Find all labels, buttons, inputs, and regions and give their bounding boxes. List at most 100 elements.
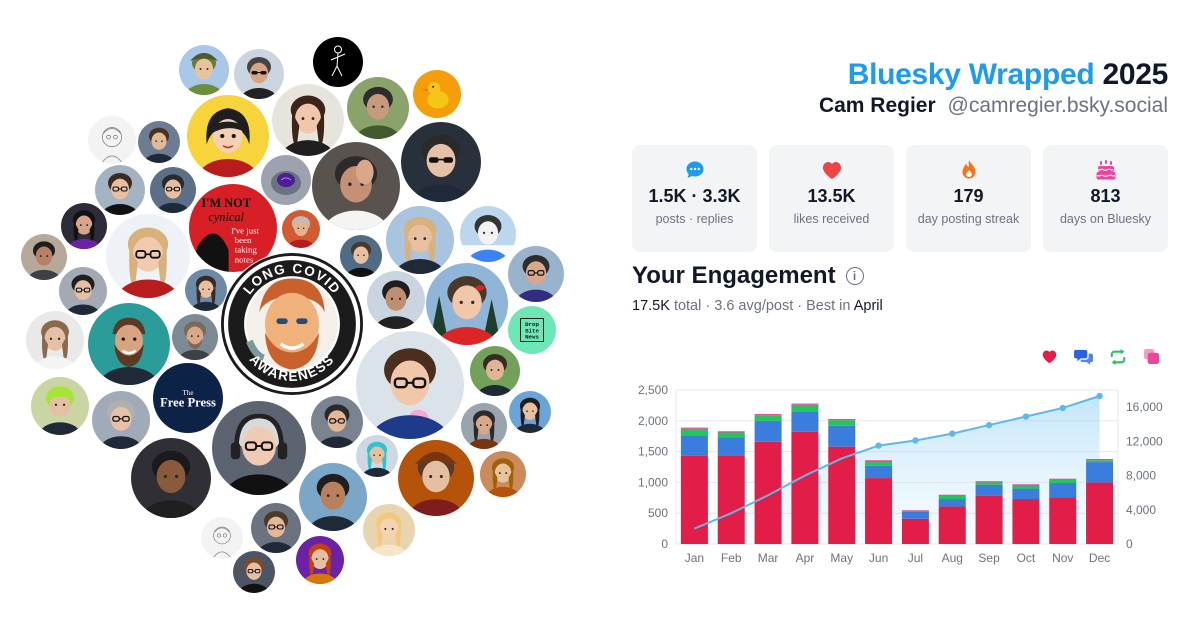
bar-segment bbox=[680, 455, 708, 544]
info-icon[interactable]: i bbox=[845, 267, 864, 285]
avatar[interactable] bbox=[479, 450, 527, 498]
bar-segment bbox=[828, 420, 856, 426]
bar-segment bbox=[1012, 485, 1040, 489]
avatar[interactable]: The Free Press bbox=[152, 362, 224, 434]
cumulative-point bbox=[875, 442, 882, 449]
avatar[interactable] bbox=[385, 205, 455, 275]
bar-segment bbox=[901, 510, 929, 511]
y-right-tick-label: 12,000 bbox=[1126, 434, 1163, 448]
legend-likes[interactable] bbox=[1038, 345, 1061, 368]
avatar[interactable] bbox=[87, 115, 137, 165]
avatar[interactable] bbox=[366, 270, 426, 330]
avatar[interactable] bbox=[211, 400, 307, 496]
stat-value: 179 bbox=[953, 186, 984, 206]
bar-segment bbox=[975, 481, 1003, 483]
avatar[interactable] bbox=[250, 502, 302, 554]
avatar[interactable] bbox=[459, 205, 517, 263]
bar-segment bbox=[975, 482, 1003, 485]
bar-segment bbox=[828, 418, 856, 421]
x-tick-label: Jun bbox=[869, 551, 888, 565]
avatar[interactable]: LONG COVID AWARENESS bbox=[220, 252, 364, 396]
avatar[interactable] bbox=[469, 345, 521, 397]
avatar[interactable] bbox=[397, 439, 475, 517]
x-tick-label: May bbox=[830, 551, 853, 565]
stat-card-days: 813 days on Bluesky bbox=[1043, 145, 1168, 252]
svg-text:I've just: I've just bbox=[231, 225, 259, 235]
legend-reposts[interactable] bbox=[1106, 345, 1129, 368]
bar-segment bbox=[901, 510, 929, 512]
avatar[interactable] bbox=[184, 268, 228, 312]
bar-segment bbox=[754, 420, 782, 442]
avatar[interactable] bbox=[310, 395, 364, 449]
avatar[interactable] bbox=[171, 313, 219, 361]
cumulative-point bbox=[1022, 413, 1030, 420]
cumulative-point bbox=[912, 437, 919, 444]
bar-segment bbox=[938, 506, 966, 544]
svg-text:I'M NOT: I'M NOT bbox=[201, 196, 251, 210]
engagement-summary: 17.5K total · 3.6 avg/post · Best in Apr… bbox=[632, 298, 883, 314]
avatar[interactable] bbox=[130, 437, 212, 519]
svg-text:taking: taking bbox=[235, 245, 258, 255]
stat-label: day posting streak bbox=[917, 212, 1020, 226]
bar-segment bbox=[717, 432, 745, 438]
bar-segment bbox=[901, 518, 929, 544]
avatar[interactable] bbox=[508, 390, 552, 434]
bar-segment bbox=[975, 495, 1003, 544]
y-left-tick-label: 2,000 bbox=[638, 414, 668, 428]
y-left-tick-label: 1,000 bbox=[638, 475, 668, 489]
engagement-average: 3.6 avg/post bbox=[714, 298, 794, 314]
avatar[interactable] bbox=[355, 330, 465, 440]
cumulative-point bbox=[985, 421, 993, 429]
avatar[interactable] bbox=[233, 48, 285, 100]
avatar[interactable] bbox=[311, 141, 401, 231]
avatar[interactable] bbox=[60, 202, 108, 250]
reply-icon bbox=[1074, 349, 1093, 365]
avatar[interactable] bbox=[178, 44, 230, 96]
bar-segment bbox=[680, 435, 708, 456]
avatar[interactable] bbox=[105, 213, 191, 299]
y-left-tick-label: 2,500 bbox=[638, 383, 668, 397]
y-left-tick-label: 1,500 bbox=[638, 445, 668, 459]
x-tick-label: Feb bbox=[721, 551, 742, 565]
avatar[interactable] bbox=[137, 120, 181, 164]
svg-text:Free Press: Free Press bbox=[160, 395, 216, 409]
svg-text:Drop: Drop bbox=[525, 321, 539, 328]
avatar[interactable] bbox=[362, 503, 416, 557]
svg-text:News: News bbox=[525, 334, 539, 341]
bar-segment bbox=[865, 462, 893, 466]
svg-text:cynical: cynical bbox=[208, 210, 244, 224]
brand-title: Bluesky Wrapped bbox=[847, 58, 1095, 91]
avatar[interactable] bbox=[295, 535, 345, 585]
avatar[interactable] bbox=[298, 462, 368, 532]
y-left-tick-label: 0 bbox=[661, 537, 668, 551]
stat-card-posts: 1.5K · 3.3K posts · replies bbox=[632, 145, 757, 252]
avatar[interactable] bbox=[232, 550, 276, 594]
legend-quotes[interactable] bbox=[1140, 345, 1163, 368]
year-title: 2025 bbox=[1102, 58, 1168, 91]
avatar[interactable] bbox=[25, 310, 85, 370]
avatar[interactable] bbox=[281, 209, 321, 249]
avatar[interactable] bbox=[346, 76, 410, 140]
engagement-heading: Your Engagement i bbox=[632, 262, 864, 290]
avatar[interactable] bbox=[412, 69, 462, 119]
avatar[interactable] bbox=[94, 164, 146, 216]
bar-segment bbox=[754, 415, 782, 421]
bar-segment bbox=[1049, 497, 1077, 544]
stat-value: 813 bbox=[1090, 186, 1121, 206]
x-tick-label: Mar bbox=[758, 551, 779, 565]
bar-segment bbox=[1086, 460, 1114, 463]
bar-segment bbox=[1049, 478, 1077, 480]
bar-segment bbox=[865, 465, 893, 479]
bar-segment bbox=[754, 414, 782, 416]
legend-replies[interactable] bbox=[1072, 345, 1095, 368]
x-tick-label: Apr bbox=[796, 551, 815, 565]
engagement-chart: 0 500 1,000 1,500 2,000 2,500 0 4,000 8,000 12,00… bbox=[638, 383, 1163, 565]
avatar[interactable] bbox=[507, 245, 565, 303]
avatar[interactable] bbox=[186, 94, 270, 178]
user-handle[interactable]: @camregier.bsky.social bbox=[947, 94, 1169, 117]
bar-segment bbox=[828, 446, 856, 544]
avatar[interactable] bbox=[30, 376, 90, 436]
avatar[interactable] bbox=[400, 121, 482, 203]
avatar[interactable] bbox=[87, 302, 171, 386]
chart-legend bbox=[1038, 345, 1163, 368]
